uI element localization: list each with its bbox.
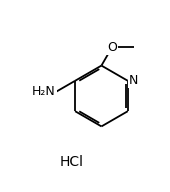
Text: H₂N: H₂N [32, 85, 56, 98]
Text: O: O [107, 41, 117, 54]
Text: N: N [129, 74, 139, 87]
Text: HCl: HCl [60, 155, 84, 169]
